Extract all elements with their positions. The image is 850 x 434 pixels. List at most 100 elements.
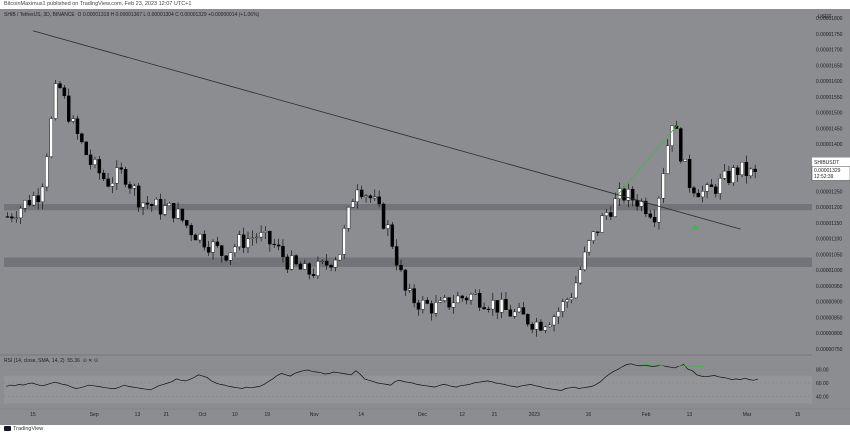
candle-up — [346, 206, 351, 229]
candle-down — [67, 95, 71, 122]
candle-down — [241, 234, 246, 248]
candle-up — [517, 307, 521, 313]
rsi-band — [4, 376, 812, 404]
candle-up — [617, 188, 622, 199]
candle-up — [661, 173, 666, 199]
candle-down — [460, 295, 464, 299]
candle-up — [364, 195, 368, 197]
candle-up — [670, 125, 674, 146]
candle-down — [696, 192, 701, 198]
candle-up — [665, 145, 670, 174]
candle-up — [718, 178, 722, 194]
candle-up — [473, 293, 478, 295]
candle-down — [687, 159, 692, 188]
candle-down — [189, 225, 193, 236]
x-tick-label: 21 — [492, 412, 498, 418]
candle-up — [740, 161, 744, 175]
candle-up — [71, 118, 75, 122]
candle-up — [434, 302, 438, 314]
candle-down — [158, 199, 163, 215]
price-tick-label: 0.00000800 — [816, 331, 843, 337]
candle-down — [58, 83, 62, 88]
candle-down — [381, 203, 386, 229]
candle-up — [587, 240, 591, 253]
candle-down — [429, 303, 434, 314]
candle-down — [272, 243, 276, 246]
candle-up — [250, 237, 255, 240]
price-tick-label: 0.00001000 — [816, 268, 843, 274]
x-tick-label: 15 — [30, 412, 36, 418]
chart-area[interactable]: 0.00001800 0.00001750 0.00001700 0.00001650… — [0, 9, 850, 425]
candle-down — [412, 288, 416, 304]
rsi-line — [5, 363, 759, 391]
x-tick-label: Oct — [199, 412, 207, 418]
candle-down — [36, 195, 40, 203]
candle-down — [128, 184, 132, 189]
symbol-label: SHIB / TetherUS, 3D, BINANCE — [4, 12, 75, 18]
candle-up — [228, 252, 233, 261]
candle-up — [45, 156, 49, 188]
candle-down — [27, 200, 32, 206]
tradingview-logo-icon — [4, 426, 11, 432]
candle-down — [285, 256, 290, 270]
candle-up — [469, 294, 473, 301]
price-tick-label: 0.00001050 — [816, 252, 843, 258]
candle-up — [303, 263, 307, 270]
candle-down — [368, 195, 373, 199]
candle-down — [80, 133, 84, 143]
candle-up — [552, 316, 556, 326]
candle-down — [193, 234, 198, 241]
candle-up — [556, 311, 561, 318]
x-tick-label: 14 — [358, 412, 364, 418]
candle-up — [700, 191, 705, 198]
candle-down — [224, 255, 228, 261]
candle-up — [333, 259, 338, 268]
candle-down — [220, 245, 224, 256]
candle-up — [491, 300, 495, 310]
candle-down — [635, 199, 639, 207]
candle-up — [110, 183, 115, 187]
candle-up — [198, 233, 202, 241]
candle-up — [237, 234, 241, 248]
candle-up — [574, 282, 578, 299]
candle-up — [141, 202, 145, 208]
price-tick-label: 0.00001400 — [816, 142, 843, 148]
candle-down — [530, 323, 534, 330]
candle-down — [390, 224, 395, 247]
x-tick-label: 13 — [687, 412, 693, 418]
rsi-tick-label: 60.00 — [816, 381, 829, 387]
candle-down — [171, 202, 176, 219]
candle-up — [569, 297, 574, 300]
candle-up — [14, 217, 19, 219]
candle-down — [180, 208, 185, 221]
x-tick-label: Feb — [642, 412, 651, 418]
candle-up — [547, 324, 552, 328]
candle-down — [294, 255, 298, 265]
price-tick-label: 0.00001450 — [816, 126, 843, 132]
candle-up — [613, 198, 617, 217]
candle-down — [526, 314, 530, 325]
candle-down — [136, 185, 141, 208]
candle-down — [377, 196, 381, 205]
candle-down — [403, 269, 408, 291]
ohlc-values: O 0.00001319 H 0.00001367 L 0.00001304 C… — [77, 12, 260, 18]
candle-down — [622, 188, 626, 201]
price-tick-label: 0.00001600 — [816, 79, 843, 85]
rsi-tick-label: 80.00 — [816, 367, 829, 373]
rsi-bearish-divergence-line — [642, 364, 703, 367]
candle-down — [447, 297, 451, 308]
candle-up — [23, 200, 27, 209]
x-tick-label: 21 — [164, 412, 170, 418]
candle-down — [75, 118, 80, 134]
descending-trendline — [32, 30, 741, 230]
x-tick-label: Dec — [418, 412, 427, 418]
candle-down — [215, 241, 220, 246]
footer-brand: TradingView — [13, 426, 44, 432]
candle-up — [600, 215, 604, 233]
candle-up — [316, 261, 320, 276]
candle-up — [591, 231, 596, 241]
price-tick-label: 0.00001650 — [816, 63, 843, 69]
candle-up — [386, 224, 390, 229]
price-chart-svg[interactable]: 0.00001800 0.00001750 0.00001700 0.00001650… — [0, 9, 850, 425]
candle-down — [97, 159, 102, 174]
